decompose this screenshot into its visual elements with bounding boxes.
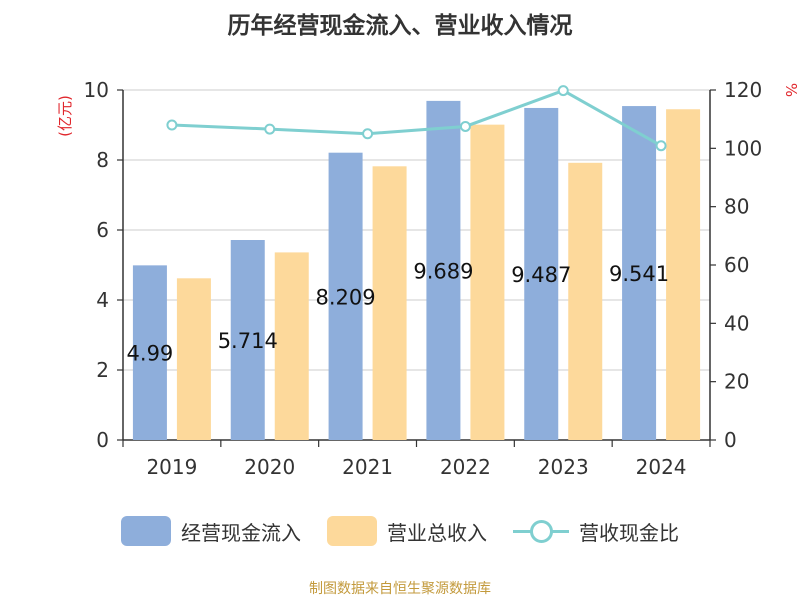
x-tick-label: 2024 xyxy=(636,455,687,479)
bar-cash-inflow xyxy=(132,265,167,440)
bar-cash-inflow xyxy=(622,106,657,440)
x-tick-label: 2020 xyxy=(244,455,295,479)
y-right-tick-label: 60 xyxy=(724,253,749,277)
legend-label-revenue: 营业总收入 xyxy=(387,520,487,545)
data-label: 4.99 xyxy=(127,342,174,366)
line-ratio-point xyxy=(459,120,471,132)
y-right-tick-label: 80 xyxy=(724,195,749,219)
data-label: 9.487 xyxy=(511,263,571,287)
y-left-tick-label: 10 xyxy=(84,78,109,102)
bar-cash-inflow xyxy=(524,107,559,440)
line-ratio-point xyxy=(362,128,374,140)
y-right-tick-label: 120 xyxy=(724,78,762,102)
bar-cash-inflow xyxy=(426,100,461,440)
legend-swatch-cash-inflow xyxy=(121,516,171,546)
bar-cash-inflow xyxy=(230,240,265,440)
bar-revenue xyxy=(470,124,505,441)
legend-line-marker xyxy=(530,520,553,543)
x-tick-label: 2022 xyxy=(440,455,491,479)
x-tick-label: 2019 xyxy=(146,455,197,479)
bar-revenue xyxy=(372,166,407,441)
bar-revenue xyxy=(568,162,603,441)
y-left-tick-label: 8 xyxy=(96,148,109,172)
legend-swatch-revenue xyxy=(327,516,377,546)
chart-title: 历年经营现金流入、营业收入情况 xyxy=(227,13,573,39)
data-label: 8.209 xyxy=(316,285,376,309)
y-left-tick-label: 0 xyxy=(96,428,109,452)
x-tick-label: 2023 xyxy=(538,455,589,479)
legend: 经营现金流入 营业总收入 营收现金比 xyxy=(0,516,800,546)
line-ratio xyxy=(171,88,662,148)
y-right-tick-label: 20 xyxy=(724,370,749,394)
legend-label-cash-inflow: 经营现金流入 xyxy=(181,520,301,545)
bar-revenue xyxy=(666,109,701,440)
line-ratio-point xyxy=(264,123,276,135)
y-right-tick-label: 100 xyxy=(724,136,762,160)
legend-item-revenue[interactable]: 营业总收入 xyxy=(327,516,487,546)
legend-swatch-ratio xyxy=(513,516,569,546)
source-note: 制图数据来自恒生聚源数据库 xyxy=(309,581,491,597)
y-left-tick-label: 6 xyxy=(96,218,109,242)
data-label: 5.714 xyxy=(218,329,278,353)
line-ratio-point xyxy=(655,140,667,152)
bar-cash-inflow xyxy=(328,152,363,440)
bar-revenue xyxy=(274,252,309,440)
y-left-tick-label: 4 xyxy=(96,288,109,312)
line-ratio-point xyxy=(166,119,178,131)
x-tick-label: 2021 xyxy=(342,455,393,479)
bar-revenue xyxy=(176,278,211,440)
legend-item-ratio[interactable]: 营收现金比 xyxy=(513,516,679,546)
line-ratio-point xyxy=(557,85,569,97)
y-right-axis-label: % xyxy=(782,83,800,97)
legend-item-cash-inflow[interactable]: 经营现金流入 xyxy=(121,516,301,546)
y-right-tick-label: 40 xyxy=(724,311,749,335)
legend-label-ratio: 营收现金比 xyxy=(579,520,679,545)
data-label: 9.689 xyxy=(413,259,473,283)
y-left-axis-label: (亿元) xyxy=(56,95,74,137)
data-label: 9.541 xyxy=(609,262,669,286)
y-left-tick-label: 2 xyxy=(96,358,109,382)
y-right-tick-label: 0 xyxy=(724,428,737,452)
